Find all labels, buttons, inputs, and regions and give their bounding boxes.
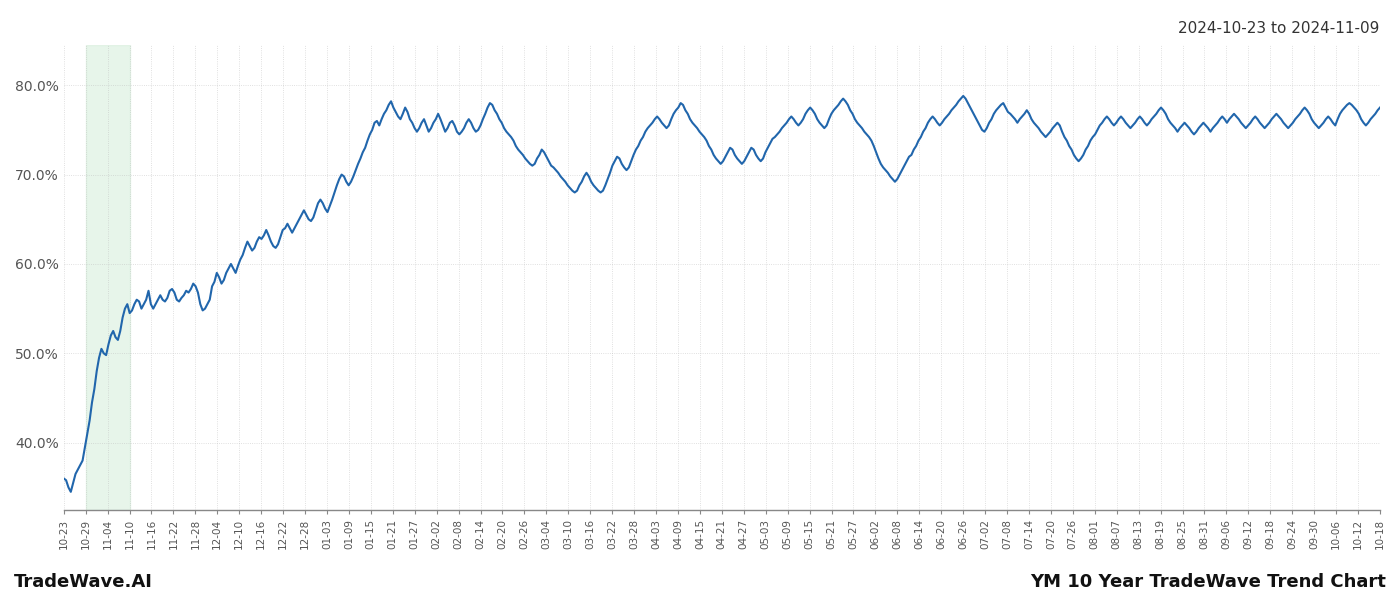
Text: TradeWave.AI: TradeWave.AI bbox=[14, 573, 153, 591]
Text: YM 10 Year TradeWave Trend Chart: YM 10 Year TradeWave Trend Chart bbox=[1030, 573, 1386, 591]
Text: 2024-10-23 to 2024-11-09: 2024-10-23 to 2024-11-09 bbox=[1177, 21, 1379, 36]
Bar bbox=[85, 45, 130, 510]
